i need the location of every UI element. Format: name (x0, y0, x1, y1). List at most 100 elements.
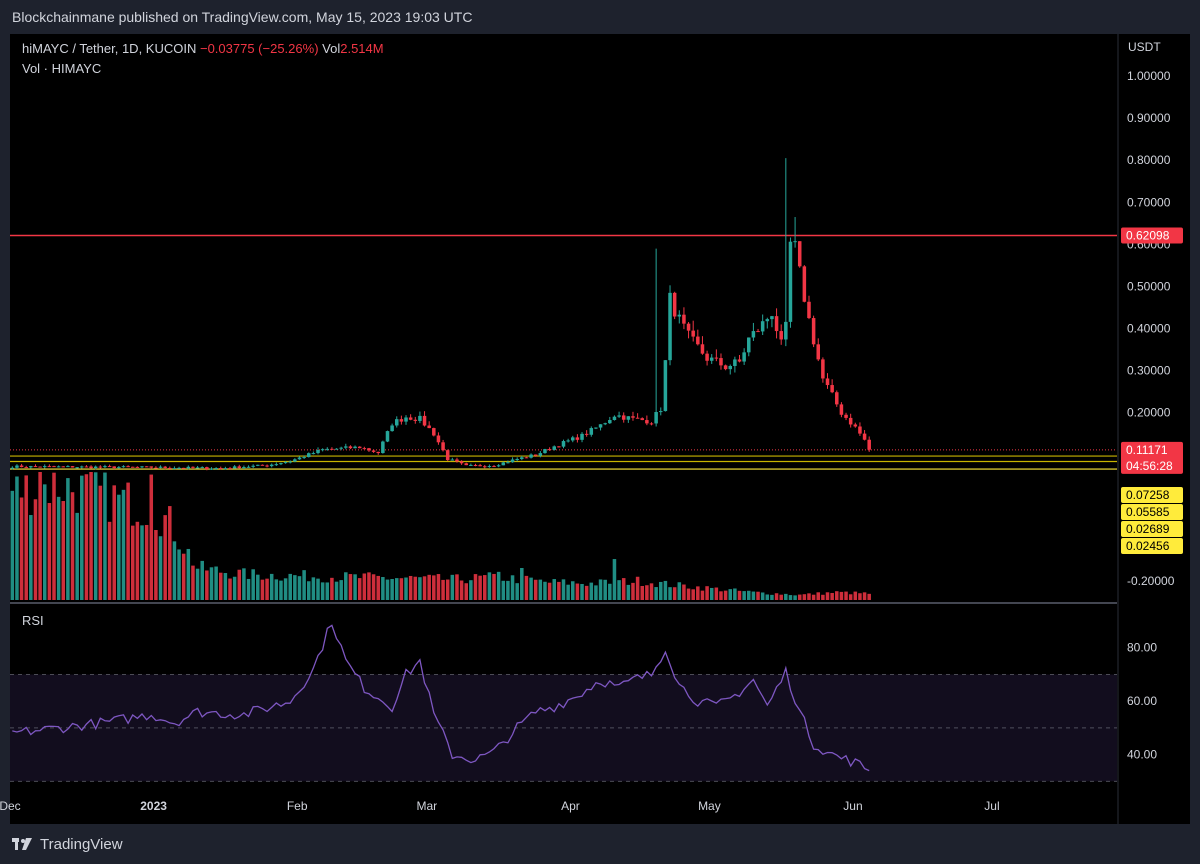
volume-bar (385, 579, 390, 600)
time-tick-label: May (698, 799, 721, 813)
volume-bar (844, 591, 848, 600)
candle-body (538, 453, 543, 456)
candle-body (589, 428, 594, 435)
volume-bar (75, 512, 79, 600)
volume-bar (191, 565, 195, 600)
candle-body (802, 266, 807, 302)
symbol-info[interactable]: hiMAYC / Tether, 1D, KUCOIN (22, 41, 197, 56)
volume-legend[interactable]: Vol · HIMAYC (22, 61, 102, 76)
volume-bar (621, 578, 626, 600)
candle-body (635, 417, 640, 419)
candle-body (478, 465, 482, 467)
volume-bar (520, 568, 524, 600)
volume-bar (811, 594, 816, 600)
price-tick-label: 0.30000 (1127, 364, 1171, 378)
volume-bar (584, 585, 589, 600)
candle-body (320, 449, 325, 451)
volume-bar (293, 575, 297, 600)
candle-body (66, 466, 70, 468)
candle-body (621, 415, 626, 420)
currency-unit[interactable]: USDT (1128, 40, 1161, 54)
candle-body (56, 466, 61, 468)
volume-bar (362, 573, 367, 600)
volume-bar (566, 584, 570, 600)
volume-bar (830, 592, 834, 600)
candle-body (186, 466, 191, 469)
candle-body (709, 357, 714, 361)
candle-body (246, 466, 251, 468)
volume-bar (117, 494, 121, 600)
volume-bar (242, 568, 246, 600)
rsi-line (12, 624, 870, 772)
candle-body (311, 453, 316, 455)
candle-body (501, 462, 506, 466)
rsi-tick-label: 40.00 (1127, 748, 1157, 762)
candle-body (408, 417, 413, 420)
brand-name[interactable]: TradingView (40, 836, 123, 853)
volume-bar (770, 594, 774, 600)
rsi-tick-label: 80.00 (1127, 641, 1157, 655)
candle-body (839, 404, 844, 415)
candle-body (306, 453, 311, 458)
last-price-tag-bg (1121, 441, 1183, 474)
volume-bar (436, 574, 441, 600)
candle-body (330, 448, 334, 450)
candle-body (362, 448, 367, 450)
candle-body (422, 415, 427, 426)
candle-body (357, 446, 362, 449)
volume-bar (311, 577, 316, 600)
volume-bar (316, 578, 320, 600)
candle-body (580, 433, 584, 440)
candle-body (844, 414, 848, 418)
footer: TradingView (0, 824, 1200, 864)
candle-body (325, 448, 330, 450)
candle-body (566, 440, 570, 442)
volume-bar (135, 521, 140, 600)
volume-bar (747, 590, 751, 600)
volume-bar (612, 559, 617, 600)
volume-bar (524, 575, 529, 600)
volume-bar (334, 581, 339, 600)
volume-bar (645, 585, 649, 600)
candle-body (130, 466, 135, 468)
volume-bar (482, 575, 487, 600)
volume-bar (733, 588, 737, 600)
tradingview-logo-icon[interactable] (12, 838, 32, 850)
candle-body (353, 446, 357, 449)
candle-body (853, 424, 858, 427)
candle-body (158, 466, 163, 468)
volume-bar (848, 594, 853, 600)
volume-bar (10, 490, 15, 600)
volume-bar (654, 587, 658, 600)
rsi-legend[interactable]: RSI (22, 613, 44, 628)
candle-body (598, 424, 603, 428)
candle-body (432, 428, 436, 436)
volume-bar (246, 578, 251, 600)
candle-body (371, 450, 376, 452)
candle-body (168, 467, 172, 469)
candle-body (177, 467, 181, 469)
candle-body (390, 425, 394, 432)
candle-body (747, 337, 751, 353)
candle-body (779, 331, 783, 340)
candle-body (237, 466, 242, 469)
support-price-tag-bg (1121, 504, 1183, 520)
time-tick-label: Feb (287, 799, 308, 813)
candle-body (80, 466, 84, 468)
last-price-tag: 0.11171 (1126, 443, 1168, 457)
volume-bar (195, 568, 200, 600)
volume-bar (42, 484, 47, 600)
candle-body (52, 466, 56, 468)
volume-bar (418, 577, 422, 600)
candle-body (394, 419, 399, 426)
candle-body (334, 448, 339, 450)
volume-bar (24, 475, 28, 600)
volume-bar (659, 581, 663, 600)
volume-bar (15, 476, 19, 600)
volume-bar (807, 593, 811, 600)
candle-body (316, 449, 320, 454)
volume-bar (144, 524, 149, 600)
volume-bar (677, 582, 682, 600)
volume-bar (38, 472, 42, 600)
